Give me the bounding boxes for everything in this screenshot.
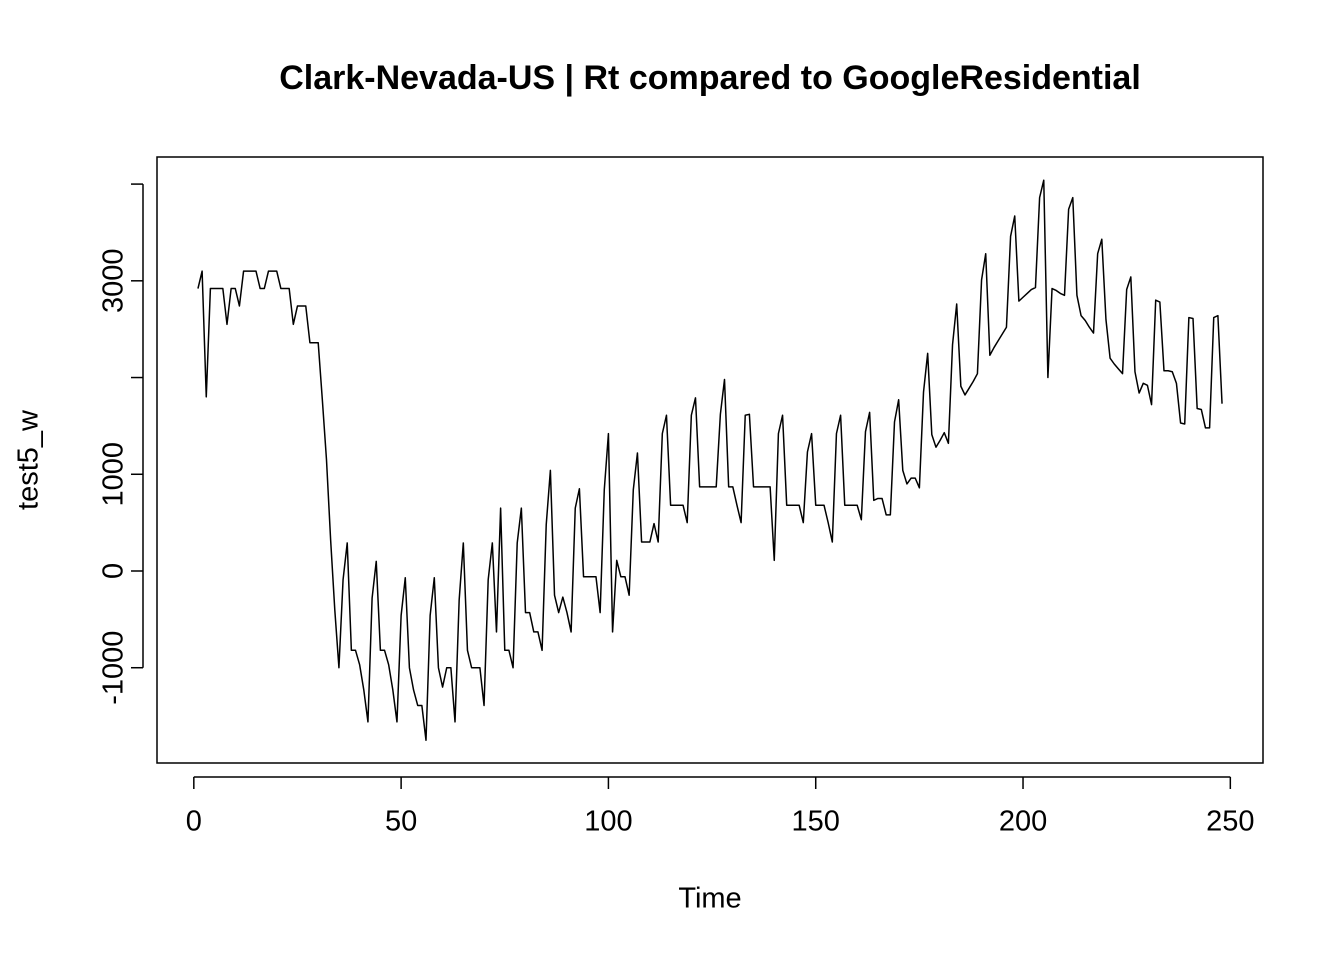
x-tick-label: 0 bbox=[186, 806, 202, 838]
y-tick-label: 0 bbox=[98, 563, 130, 579]
x-axis-label: Time bbox=[678, 883, 741, 915]
x-tick-label: 100 bbox=[584, 806, 632, 838]
data-line bbox=[197, 179, 1223, 742]
x-tick-label: 200 bbox=[999, 806, 1047, 838]
plot-frame bbox=[156, 156, 1264, 764]
y-tick-label: -1000 bbox=[98, 631, 130, 705]
x-tick-label: 50 bbox=[385, 806, 417, 838]
y-tick-label: 3000 bbox=[98, 249, 130, 314]
x-tick-label: 150 bbox=[792, 806, 840, 838]
y-axis-label: test5_w bbox=[13, 409, 45, 510]
chart-title: Clark-Nevada-US | Rt compared to GoogleR… bbox=[279, 59, 1141, 97]
x-tick-label: 250 bbox=[1206, 806, 1254, 838]
y-tick-label: 1000 bbox=[98, 442, 130, 507]
